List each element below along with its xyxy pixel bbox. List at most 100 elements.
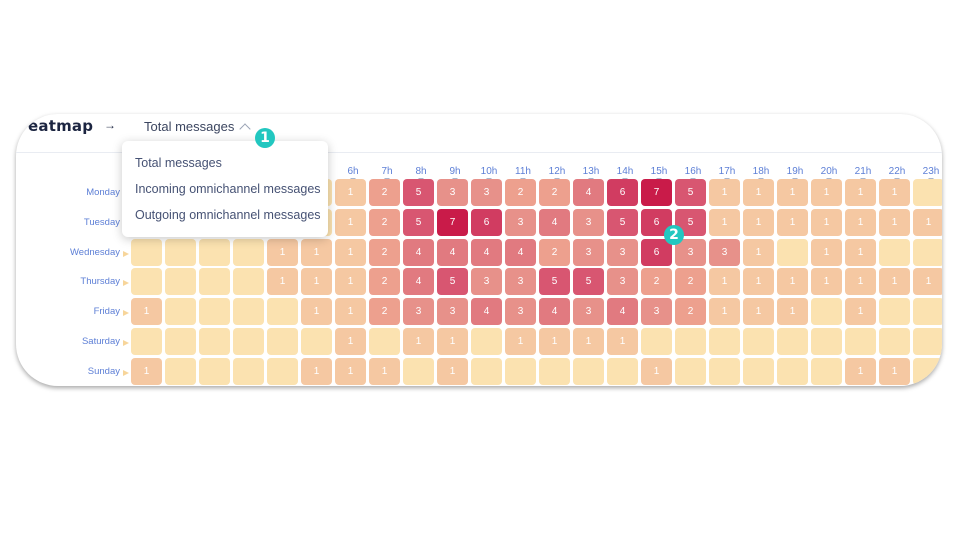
heatmap-cell[interactable]: 3 — [505, 268, 536, 296]
heatmap-cell[interactable]: 5 — [675, 179, 706, 206]
heatmap-cell[interactable]: 1 — [607, 328, 638, 355]
heatmap-cell[interactable]: 1 — [335, 328, 366, 355]
heatmap-cell[interactable]: 1 — [913, 208, 942, 236]
heatmap-cell[interactable]: 2 — [369, 238, 400, 266]
heatmap-cell[interactable] — [165, 328, 196, 355]
heatmap-cell[interactable]: 1 — [879, 268, 910, 296]
heatmap-cell[interactable]: 5 — [573, 268, 604, 296]
heatmap-cell[interactable]: 3 — [709, 238, 740, 266]
heatmap-cell[interactable] — [879, 238, 910, 266]
heatmap-cell[interactable]: 3 — [675, 238, 706, 266]
heatmap-cell[interactable] — [165, 268, 196, 296]
heatmap-cell[interactable]: 1 — [845, 238, 876, 266]
metric-selector[interactable]: Total messages — [144, 119, 251, 135]
heatmap-cell[interactable]: 1 — [301, 268, 332, 296]
heatmap-cell[interactable]: 1 — [335, 357, 366, 385]
heatmap-cell[interactable]: 1 — [369, 357, 400, 385]
heatmap-cell[interactable] — [913, 298, 942, 326]
heatmap-cell[interactable]: 1 — [743, 298, 774, 326]
heatmap-cell[interactable]: 1 — [777, 208, 808, 236]
heatmap-cell[interactable]: 2 — [369, 268, 400, 296]
heatmap-cell[interactable] — [165, 357, 196, 385]
heatmap-cell[interactable] — [267, 298, 298, 326]
heatmap-cell[interactable] — [845, 328, 876, 355]
heatmap-cell[interactable]: 4 — [505, 238, 536, 266]
heatmap-cell[interactable]: 1 — [335, 298, 366, 326]
heatmap-cell[interactable]: 2 — [369, 179, 400, 206]
heatmap-cell[interactable] — [777, 357, 808, 385]
heatmap-cell[interactable]: 1 — [335, 238, 366, 266]
heatmap-cell[interactable] — [743, 357, 774, 385]
heatmap-cell[interactable]: 2 — [675, 298, 706, 326]
heatmap-cell[interactable]: 1 — [777, 268, 808, 296]
heatmap-cell[interactable] — [539, 357, 570, 385]
heatmap-cell[interactable]: 1 — [811, 208, 842, 236]
heatmap-cell[interactable]: 1 — [131, 298, 162, 326]
heatmap-cell[interactable]: 1 — [335, 208, 366, 236]
heatmap-cell[interactable]: 7 — [437, 208, 468, 236]
heatmap-cell[interactable]: 4 — [539, 298, 570, 326]
heatmap-cell[interactable]: 1 — [709, 298, 740, 326]
heatmap-cell[interactable]: 1 — [913, 268, 942, 296]
heatmap-cell[interactable] — [879, 298, 910, 326]
heatmap-cell[interactable] — [879, 328, 910, 355]
heatmap-cell[interactable]: 1 — [845, 208, 876, 236]
heatmap-cell[interactable]: 1 — [641, 357, 672, 385]
heatmap-cell[interactable] — [913, 179, 942, 206]
heatmap-cell[interactable]: 3 — [505, 208, 536, 236]
heatmap-cell[interactable] — [131, 328, 162, 355]
heatmap-cell[interactable]: 1 — [743, 268, 774, 296]
heatmap-cell[interactable]: 1 — [709, 208, 740, 236]
heatmap-cell[interactable]: 1 — [301, 238, 332, 266]
heatmap-cell[interactable]: 1 — [845, 179, 876, 206]
heatmap-cell[interactable] — [471, 328, 502, 355]
heatmap-cell[interactable]: 1 — [811, 179, 842, 206]
heatmap-cell[interactable] — [811, 328, 842, 355]
heatmap-cell[interactable] — [675, 328, 706, 355]
heatmap-cell[interactable]: 1 — [267, 238, 298, 266]
heatmap-cell[interactable]: 5 — [539, 268, 570, 296]
heatmap-cell[interactable] — [403, 357, 434, 385]
heatmap-cell[interactable]: 4 — [471, 298, 502, 326]
arrow-right-icon[interactable]: → — [104, 118, 116, 132]
heatmap-cell[interactable]: 3 — [607, 268, 638, 296]
heatmap-cell[interactable]: 3 — [641, 298, 672, 326]
dropdown-option-incoming[interactable]: Incoming omnichannel messages — [135, 182, 321, 196]
heatmap-cell[interactable]: 6 — [607, 179, 638, 206]
heatmap-cell[interactable]: 6 — [471, 208, 502, 236]
heatmap-cell[interactable]: 1 — [879, 208, 910, 236]
heatmap-cell[interactable] — [675, 357, 706, 385]
heatmap-cell[interactable]: 1 — [539, 328, 570, 355]
heatmap-cell[interactable]: 1 — [131, 357, 162, 385]
heatmap-cell[interactable]: 1 — [709, 179, 740, 206]
heatmap-cell[interactable]: 1 — [335, 179, 366, 206]
heatmap-cell[interactable]: 1 — [437, 328, 468, 355]
heatmap-cell[interactable] — [369, 328, 400, 355]
heatmap-cell[interactable]: 2 — [505, 179, 536, 206]
heatmap-cell[interactable]: 1 — [505, 328, 536, 355]
heatmap-cell[interactable] — [165, 238, 196, 266]
heatmap-cell[interactable]: 1 — [267, 268, 298, 296]
heatmap-cell[interactable]: 3 — [437, 179, 468, 206]
heatmap-cell[interactable] — [199, 238, 230, 266]
heatmap-cell[interactable] — [199, 268, 230, 296]
heatmap-cell[interactable]: 4 — [539, 208, 570, 236]
heatmap-cell[interactable]: 2 — [539, 238, 570, 266]
heatmap-cell[interactable]: 4 — [403, 268, 434, 296]
dropdown-option-outgoing[interactable]: Outgoing omnichannel messages — [135, 208, 321, 222]
heatmap-cell[interactable]: 7 — [641, 179, 672, 206]
heatmap-cell[interactable]: 3 — [471, 179, 502, 206]
heatmap-cell[interactable]: 2 — [675, 268, 706, 296]
heatmap-cell[interactable] — [267, 357, 298, 385]
heatmap-cell[interactable]: 5 — [607, 208, 638, 236]
heatmap-cell[interactable] — [199, 328, 230, 355]
heatmap-cell[interactable] — [913, 357, 942, 385]
heatmap-cell[interactable]: 1 — [743, 208, 774, 236]
heatmap-cell[interactable]: 1 — [811, 268, 842, 296]
heatmap-cell[interactable]: 3 — [573, 238, 604, 266]
heatmap-cell[interactable] — [199, 357, 230, 385]
heatmap-cell[interactable] — [641, 328, 672, 355]
heatmap-cell[interactable]: 1 — [301, 357, 332, 385]
heatmap-cell[interactable] — [233, 298, 264, 326]
heatmap-cell[interactable]: 3 — [573, 298, 604, 326]
